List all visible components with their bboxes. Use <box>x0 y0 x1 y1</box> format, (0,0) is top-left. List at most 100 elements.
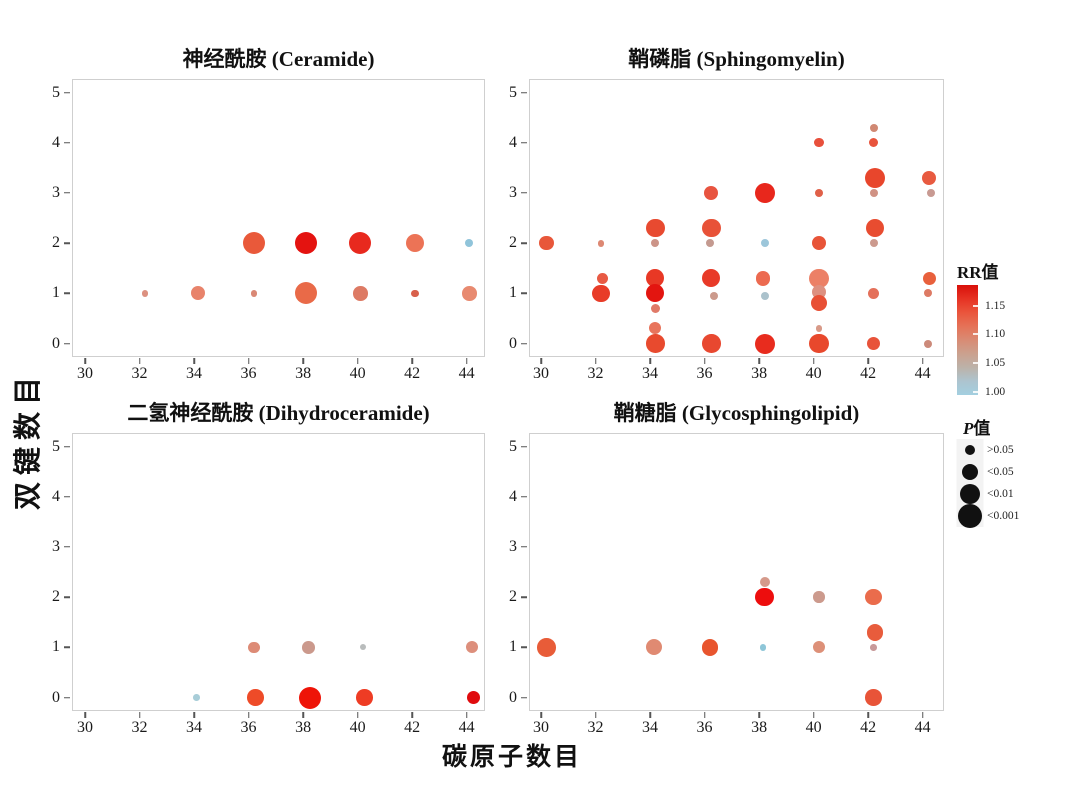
x-tick-label: 34 <box>642 719 659 736</box>
y-tick-mark <box>64 596 70 598</box>
plot-panel-sphingomyelin <box>529 79 944 357</box>
x-tick-mark <box>594 712 597 718</box>
y-tick-mark <box>64 292 70 295</box>
data-point <box>815 188 824 197</box>
p-legend-dot <box>965 445 975 455</box>
data-point <box>193 694 201 701</box>
data-point <box>405 234 424 253</box>
data-point <box>809 333 829 354</box>
p-legend-dot <box>962 464 978 480</box>
x-tick-label: 36 <box>240 365 257 382</box>
p-legend-title-rest: 值 <box>973 419 991 438</box>
y-tick-mark <box>521 292 527 295</box>
x-tick-mark <box>411 358 413 364</box>
data-point <box>294 282 317 305</box>
y-tick-label: 5 <box>509 83 517 101</box>
data-point <box>646 269 665 288</box>
p-legend-label: <0.01 <box>987 487 1014 500</box>
data-point <box>760 291 769 300</box>
y-tick-label: 0 <box>509 334 517 352</box>
x-tick-mark <box>540 358 542 364</box>
plot-panel-glycosphingolipid <box>529 433 944 711</box>
x-tick-label: 38 <box>751 719 768 736</box>
p-legend-label: >0.05 <box>987 444 1014 456</box>
data-point <box>926 188 936 198</box>
y-tick-label: 5 <box>52 83 60 101</box>
data-point <box>466 641 479 654</box>
plot-panel-ceramide <box>72 79 485 357</box>
p-legend-title: P值 <box>963 414 990 439</box>
y-tick-label: 4 <box>509 487 517 505</box>
x-tick-mark <box>138 712 141 718</box>
rr-legend-title: RR值 <box>957 263 999 282</box>
x-tick-mark <box>812 358 815 364</box>
panel-title-sphingomyelin: 鞘磷脂 (Sphingomyelin) <box>628 47 845 71</box>
y-tick-mark <box>521 142 527 144</box>
y-tick-mark <box>521 546 527 548</box>
y-tick-mark <box>521 445 527 448</box>
x-tick-mark <box>921 358 924 364</box>
data-point <box>649 322 662 335</box>
x-tick-mark <box>594 358 597 364</box>
y-tick-mark <box>64 242 70 244</box>
data-point <box>922 271 937 285</box>
panel-title-ceramide: 神经酰胺 (Ceramide) <box>182 47 375 71</box>
x-tick-mark <box>411 712 413 718</box>
data-point <box>191 286 206 301</box>
y-tick-label: 2 <box>52 234 60 252</box>
data-point <box>760 239 769 248</box>
rr-bar-tick-mark <box>973 362 978 365</box>
data-point <box>865 219 884 238</box>
x-tick-mark <box>356 712 359 718</box>
x-tick-label: 34 <box>186 719 203 736</box>
y-tick-label: 2 <box>52 588 60 606</box>
data-point <box>869 239 878 248</box>
x-tick-mark <box>84 358 86 364</box>
y-tick-label: 5 <box>52 437 60 455</box>
x-tick-mark <box>465 712 468 718</box>
y-tick-mark <box>64 696 70 699</box>
data-point <box>298 686 321 709</box>
x-tick-mark <box>193 358 195 364</box>
data-point <box>704 185 719 200</box>
rr-bar-tick-mark <box>973 332 978 335</box>
y-tick-label: 3 <box>509 183 517 201</box>
data-point <box>866 336 881 351</box>
data-point <box>302 641 315 654</box>
x-tick-label: 36 <box>696 365 713 382</box>
data-point <box>411 289 419 298</box>
x-tick-label: 38 <box>751 365 768 382</box>
data-point <box>815 325 823 332</box>
p-legend-title-p: P <box>963 419 974 438</box>
y-tick-label: 4 <box>509 133 517 151</box>
data-point <box>755 587 774 607</box>
x-tick-label: 44 <box>914 719 931 736</box>
data-point <box>924 339 933 348</box>
p-legend-label: <0.05 <box>987 466 1014 478</box>
x-tick-label: 40 <box>349 719 366 736</box>
data-point <box>465 239 474 248</box>
y-tick-mark <box>521 342 527 345</box>
data-point <box>754 182 775 203</box>
data-point <box>141 290 149 297</box>
data-point <box>924 289 933 298</box>
y-tick-label: 3 <box>509 537 517 555</box>
rr-bar-tick-mark <box>973 391 978 394</box>
data-point <box>922 170 937 185</box>
x-tick-label: 42 <box>404 719 421 736</box>
data-point <box>710 291 719 300</box>
x-tick-label: 42 <box>860 365 877 382</box>
p-legend-dot <box>958 504 982 528</box>
x-tick-mark <box>867 358 869 364</box>
data-point <box>809 268 829 288</box>
y-tick-mark <box>521 596 527 598</box>
p-legend-label: <0.001 <box>987 510 1020 522</box>
x-tick-mark <box>703 358 706 364</box>
data-point <box>811 295 828 312</box>
x-tick-label: 38 <box>295 365 312 382</box>
rr-color-gradient-bar <box>957 285 978 395</box>
data-point <box>813 641 826 654</box>
x-tick-mark <box>247 712 250 718</box>
y-tick-label: 1 <box>52 284 60 302</box>
x-tick-label: 30 <box>533 365 549 382</box>
